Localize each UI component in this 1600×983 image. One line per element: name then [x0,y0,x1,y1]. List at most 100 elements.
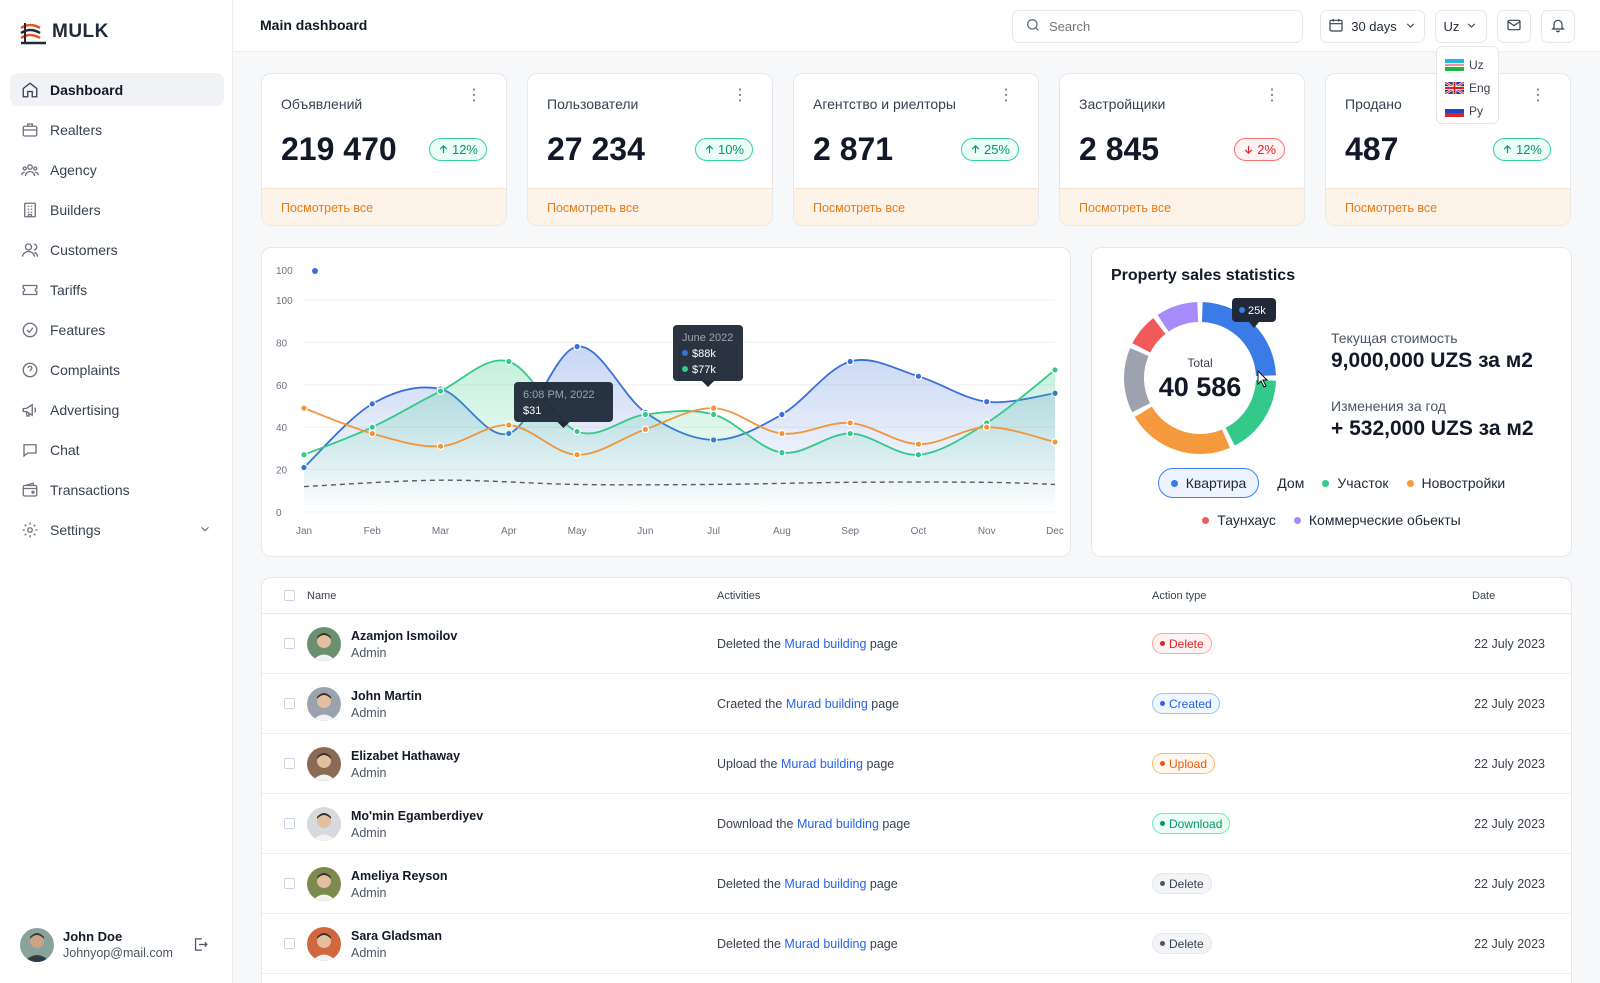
data-point[interactable] [505,421,513,429]
sidebar-item-builders[interactable]: Builders [10,193,224,226]
date-range-select[interactable]: 30 days [1320,10,1425,43]
sidebar-item-tariffs[interactable]: Tariffs [10,273,224,306]
view-all-link[interactable]: Посмотреть все [1326,188,1570,225]
data-point[interactable] [300,450,308,459]
sidebar-item-settings[interactable]: Settings [10,513,224,546]
data-point[interactable] [846,357,854,366]
avatar[interactable] [20,928,54,962]
column-header-date[interactable]: Date [1472,590,1496,602]
language-option-ru[interactable]: Ру [1445,99,1490,122]
data-point[interactable] [914,372,923,381]
more-options-icon[interactable]: ⋮ [466,87,482,104]
sidebar-item-advertising[interactable]: Advertising [10,393,224,426]
activity-link[interactable]: Murad building [784,877,867,891]
data-point[interactable] [1051,366,1059,374]
table-row[interactable]: Azamjon Ismoilov Admin Deleted the Murad b… [262,614,1571,674]
row-checkbox[interactable] [284,758,295,769]
sidebar-item-complaints[interactable]: Complaints [10,353,224,386]
legend-item[interactable]: Таунхаус [1202,505,1276,535]
donut-slice[interactable] [1124,348,1151,413]
column-header-action-type[interactable]: Action type [1152,590,1207,602]
legend-item[interactable]: Квартира [1157,468,1260,498]
language-select[interactable]: Uz [1435,10,1487,43]
search-box[interactable] [1012,10,1303,43]
messages-button[interactable] [1497,10,1531,43]
data-point[interactable] [709,404,718,412]
more-options-icon[interactable]: ⋮ [1530,87,1546,104]
donut-slice[interactable] [1201,302,1276,377]
search-input[interactable] [1049,19,1279,34]
activity-line-chart[interactable]: 0 20 40 60 80 100 100 Jan Feb Mar Apr May Jun Jul Aug S… [262,248,1070,556]
donut-slice[interactable] [1134,406,1230,454]
activity-link[interactable]: Murad building [784,637,867,651]
data-point[interactable] [709,410,718,419]
sidebar-item-dashboard[interactable]: Dashboard [10,73,224,106]
data-point[interactable] [778,448,786,457]
data-point[interactable] [914,450,923,459]
sidebar-item-chat[interactable]: Chat [10,433,224,466]
sidebar-item-customers[interactable]: Customers [10,233,224,266]
row-checkbox[interactable] [284,698,295,709]
data-point[interactable] [778,410,786,419]
language-option-eng[interactable]: Eng [1445,76,1490,99]
notifications-button[interactable] [1541,10,1575,43]
table-row[interactable]: Elizabet Hathaway Admin Upload the Murad b… [262,734,1571,794]
more-options-icon[interactable]: ⋮ [732,87,748,104]
table-row[interactable]: Sara Gladsman Admin Deleted the Murad buil… [262,914,1571,974]
row-checkbox[interactable] [284,938,295,949]
data-point[interactable] [436,442,445,451]
baseline-series-line[interactable] [303,479,1056,488]
donut-slice[interactable] [1157,302,1199,332]
logout-icon[interactable] [192,936,209,958]
view-all-link[interactable]: Посмотреть все [528,188,772,225]
activity-link[interactable]: Murad building [780,757,863,771]
row-checkbox[interactable] [284,878,295,889]
more-options-icon[interactable]: ⋮ [998,87,1014,104]
donut-slice[interactable] [1225,379,1276,446]
activity-link[interactable]: Murad building [796,817,879,831]
data-point[interactable] [573,427,581,436]
data-point[interactable] [778,429,786,438]
data-point[interactable] [1051,438,1059,446]
data-point[interactable] [368,400,377,408]
language-option-uz[interactable]: Uz [1445,53,1490,76]
activity-link[interactable]: Murad building [784,937,867,951]
chevron-down-icon[interactable] [198,522,212,539]
data-point[interactable] [505,357,513,366]
view-all-link[interactable]: Посмотреть все [262,188,506,225]
data-point[interactable] [641,425,650,434]
more-options-icon[interactable]: ⋮ [1264,87,1280,104]
table-row[interactable]: John Martin Admin Craeted the Murad buildi… [262,674,1571,734]
legend-item[interactable]: Коммерческие обьекты [1293,505,1461,535]
data-point[interactable] [300,404,308,412]
column-header-activities[interactable]: Activities [717,590,761,602]
sidebar-item-agency[interactable]: Agency [10,153,224,186]
data-point[interactable] [573,450,581,459]
view-all-link[interactable]: Посмотреть все [1060,188,1304,225]
data-point[interactable] [982,397,991,406]
sidebar-item-transactions[interactable]: Transactions [10,473,224,506]
data-point[interactable] [641,410,650,419]
series-line[interactable] [303,407,1056,456]
column-header-name[interactable]: Name [307,590,337,602]
legend-item[interactable]: Новостройки [1406,468,1505,498]
row-checkbox[interactable] [284,818,295,829]
data-point[interactable] [982,423,991,432]
legend-item[interactable]: Дом [1277,468,1304,498]
row-checkbox[interactable] [284,638,295,649]
brand-logo[interactable]: MULK [20,18,109,46]
legend-item[interactable]: Участок [1322,468,1389,498]
activity-link[interactable]: Murad building [785,697,868,711]
data-point[interactable] [368,423,377,432]
data-point[interactable] [573,342,581,351]
property-sales-donut-chart[interactable]: Total 40 586 25k [1092,288,1332,518]
data-point[interactable] [436,387,445,395]
view-all-link[interactable]: Посмотреть все [794,188,1038,225]
data-point[interactable] [368,429,377,438]
data-point[interactable] [914,440,923,448]
table-row[interactable]: Mo'min Egamberdiyev Admin Download the Mur… [262,794,1571,854]
donut-slice[interactable] [1132,318,1166,353]
select-all-checkbox[interactable] [284,590,295,601]
sidebar-item-realters[interactable]: Realters [10,113,224,146]
sidebar-item-features[interactable]: Features [10,313,224,346]
